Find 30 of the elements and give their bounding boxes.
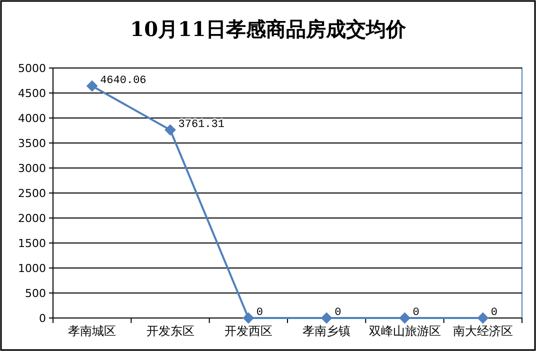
data-label: 4640.06 xyxy=(100,74,146,87)
x-tick-label: 孝南城区 xyxy=(68,324,116,338)
data-label: 0 xyxy=(412,307,420,319)
y-tick-label: 4500 xyxy=(18,87,46,100)
y-tick-label: 500 xyxy=(25,287,46,300)
y-tick-label: 4000 xyxy=(18,112,46,125)
data-label: 0 xyxy=(334,307,342,319)
y-tick-label: 2000 xyxy=(18,212,46,225)
y-tick-label: 3500 xyxy=(18,137,46,150)
point xyxy=(477,312,488,324)
y-tick-label: 1500 xyxy=(18,237,46,250)
x-tick-label: 开发东区 xyxy=(146,324,194,338)
x-tick-label: 双峰山旅游区 xyxy=(368,324,441,338)
x-tick-label: 孝南乡镇 xyxy=(302,324,351,338)
y-tick-label: 3000 xyxy=(18,162,46,175)
x-tick-label: 南大经济区 xyxy=(452,324,513,338)
x-tick-label: 开发西区 xyxy=(224,324,272,338)
point xyxy=(242,312,254,324)
point xyxy=(399,312,410,324)
point xyxy=(86,80,98,92)
data-label: 3761.31 xyxy=(178,118,225,131)
point xyxy=(164,124,176,136)
point xyxy=(321,312,332,324)
y-tick-label: 5000 xyxy=(18,62,46,75)
data-label: 0 xyxy=(490,307,498,319)
chart-title: 10月11日孝感商品房成交均价 xyxy=(130,17,407,41)
y-tick-label: 1000 xyxy=(18,262,46,275)
data-label: 0 xyxy=(256,307,264,319)
y-tick-label: 0 xyxy=(39,312,46,325)
y-tick-label: 2500 xyxy=(18,187,46,200)
